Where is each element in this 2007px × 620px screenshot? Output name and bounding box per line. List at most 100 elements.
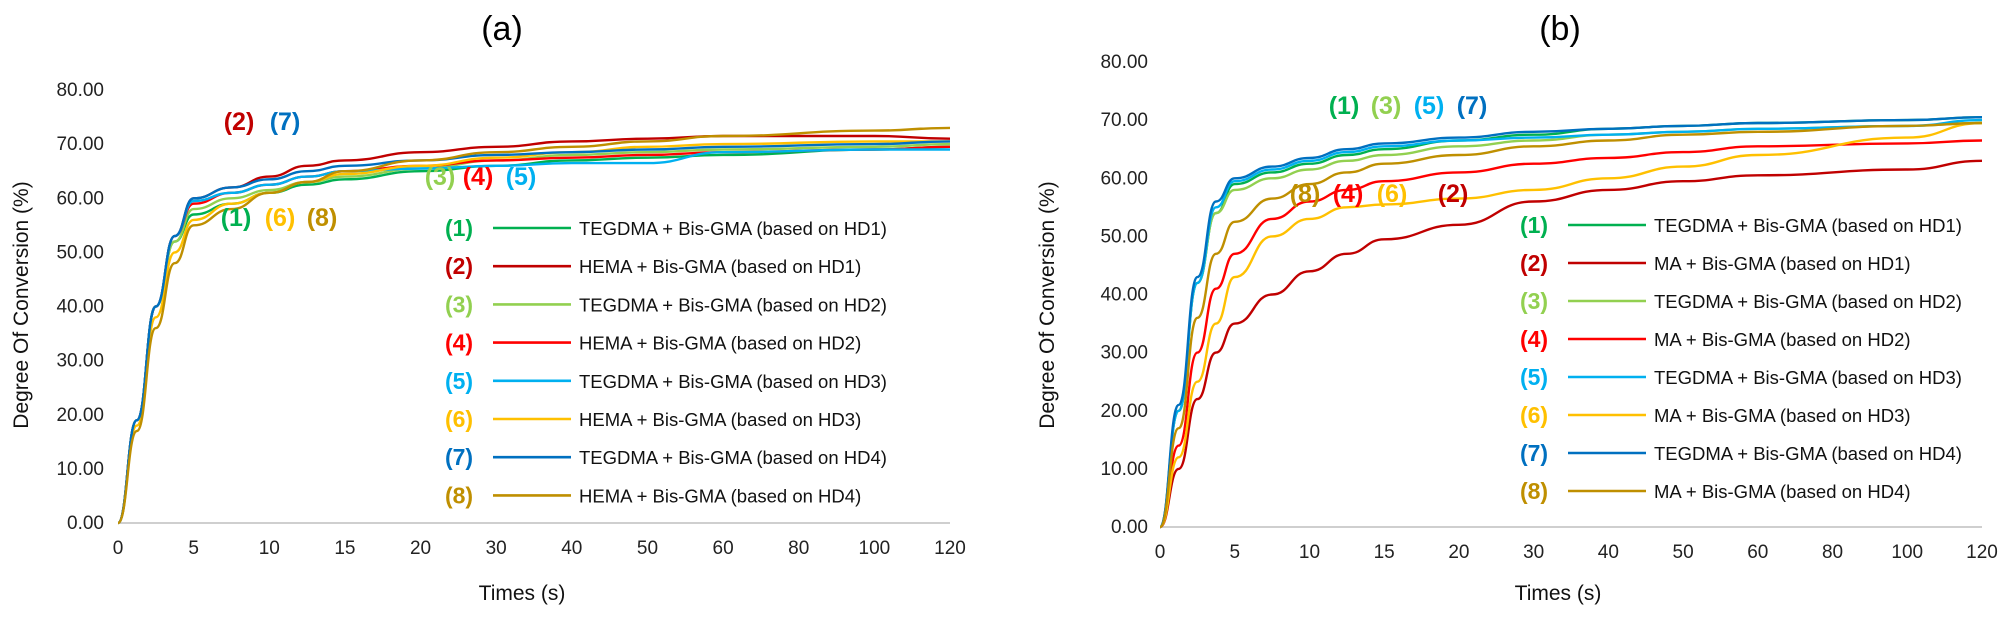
x-tick-label: 40 (561, 538, 582, 559)
series-line-6 (1158, 121, 1983, 529)
annotation-label: (2) (1438, 180, 1469, 208)
y-tick-label: 10.00 (1100, 459, 1148, 480)
legend-number: (5) (445, 368, 473, 394)
legend-label: TEGDMA + Bis-GMA (based on HD4) (1654, 443, 1962, 464)
y-axis-title: Degree Of Conversion (%) (10, 181, 33, 428)
y-tick-label: 20.00 (56, 405, 104, 426)
annotation-label: (6) (1377, 180, 1408, 208)
series-line-7 (116, 140, 951, 525)
legend-label: MA + Bis-GMA (based on HD4) (1654, 481, 1911, 502)
legend-number: (2) (445, 253, 473, 279)
series-line-7 (1158, 116, 1983, 529)
y-tick-label: 30.00 (1100, 343, 1148, 364)
legend-label: TEGDMA + Bis-GMA (based on HD4) (579, 447, 887, 468)
series-line-8 (1158, 121, 1983, 529)
chart-title: (b) (1539, 10, 1581, 48)
x-tick-label: 60 (1747, 542, 1768, 563)
annotation-label: (4) (463, 163, 494, 191)
series-line-4 (1158, 139, 1983, 529)
legend-number: (3) (1520, 288, 1548, 314)
y-tick-label: 0.00 (1111, 517, 1148, 538)
legend-label: MA + Bis-GMA (based on HD1) (1654, 253, 1911, 274)
x-tick-label: 20 (410, 538, 431, 559)
x-tick-label: 40 (1598, 542, 1619, 563)
y-tick-label: 40.00 (1100, 285, 1148, 306)
y-tick-label: 50.00 (56, 242, 104, 263)
x-tick-label: 30 (486, 538, 507, 559)
annotation-label: (8) (1290, 180, 1321, 208)
legend-label: MA + Bis-GMA (based on HD2) (1654, 329, 1911, 350)
legend-number: (2) (1520, 250, 1548, 276)
annotation-label: (6) (265, 204, 296, 232)
x-tick-label: 120 (934, 538, 966, 559)
legend-number: (5) (1520, 364, 1548, 390)
y-tick-label: 30.00 (56, 351, 104, 372)
annotation-label: (7) (1457, 92, 1488, 120)
x-tick-label: 50 (1673, 542, 1694, 563)
y-tick-label: 60.00 (1100, 168, 1148, 189)
legend-number: (1) (445, 215, 473, 241)
x-tick-label: 30 (1523, 542, 1544, 563)
y-tick-label: 20.00 (1100, 401, 1148, 422)
legend-number: (7) (445, 444, 473, 470)
x-tick-label: 0 (113, 538, 124, 559)
legend-label: HEMA + Bis-GMA (based on HD3) (579, 409, 861, 430)
x-tick-label: 10 (259, 538, 280, 559)
annotation-label: (1) (221, 204, 252, 232)
annotation-label: (3) (1371, 92, 1402, 120)
x-tick-label: 0 (1155, 542, 1166, 563)
y-tick-label: 70.00 (1100, 110, 1148, 131)
annotation-label: (5) (506, 163, 537, 191)
x-tick-label: 60 (713, 538, 734, 559)
x-axis-title: Times (s) (479, 582, 566, 605)
legend-number: (6) (445, 406, 473, 432)
legend-number: (3) (445, 291, 473, 317)
legend-label: TEGDMA + Bis-GMA (based on HD1) (1654, 215, 1962, 236)
annotation-label: (8) (307, 204, 338, 232)
legend-number: (6) (1520, 402, 1548, 428)
legend-label: TEGDMA + Bis-GMA (based on HD2) (579, 294, 887, 315)
annotation-label: (3) (425, 163, 456, 191)
legend-label: TEGDMA + Bis-GMA (based on HD3) (1654, 367, 1962, 388)
legend-label: HEMA + Bis-GMA (based on HD2) (579, 333, 861, 354)
legend-label: TEGDMA + Bis-GMA (based on HD2) (1654, 291, 1962, 312)
y-tick-label: 70.00 (56, 134, 104, 155)
legend-number: (8) (1520, 478, 1548, 504)
annotation-label: (5) (1414, 92, 1445, 120)
series-line-5 (1158, 118, 1983, 529)
x-tick-label: 120 (1966, 542, 1998, 563)
x-tick-label: 80 (1822, 542, 1843, 563)
y-tick-label: 0.00 (67, 513, 104, 534)
annotation-label: (1) (1329, 92, 1360, 120)
annotation-label: (7) (270, 108, 301, 136)
x-axis-title: Times (s) (1515, 582, 1602, 605)
chart-panel-b: (b) Degree Of Conversion (%) Times (s) 0… (1036, 10, 1998, 605)
series-line-2 (1159, 159, 1983, 529)
legend-label: MA + Bis-GMA (based on HD3) (1654, 405, 1911, 426)
x-tick-label: 5 (188, 538, 199, 559)
y-tick-label: 50.00 (1100, 226, 1148, 247)
x-tick-label: 15 (1374, 542, 1395, 563)
legend-number: (7) (1520, 440, 1548, 466)
y-tick-label: 40.00 (56, 297, 104, 318)
y-tick-label: 80.00 (56, 80, 104, 101)
x-tick-label: 5 (1229, 542, 1240, 563)
x-tick-label: 10 (1299, 542, 1320, 563)
chart-title: (a) (481, 10, 523, 48)
x-tick-label: 15 (334, 538, 355, 559)
x-tick-label: 80 (788, 538, 809, 559)
chart-panel-a: (a) Degree Of Conversion (%) Times (s) 0… (10, 10, 966, 605)
series-line-8 (116, 126, 951, 525)
y-tick-label: 80.00 (1100, 52, 1148, 73)
legend-label: HEMA + Bis-GMA (based on HD4) (579, 485, 861, 506)
y-tick-label: 60.00 (56, 188, 104, 209)
x-tick-label: 50 (637, 538, 658, 559)
legend-number: (4) (445, 330, 473, 356)
y-axis-title: Degree Of Conversion (%) (1036, 181, 1059, 428)
legend-label: TEGDMA + Bis-GMA (based on HD1) (579, 218, 887, 239)
x-tick-label: 100 (1891, 542, 1923, 563)
series-line-6 (116, 140, 950, 525)
x-tick-label: 20 (1448, 542, 1469, 563)
